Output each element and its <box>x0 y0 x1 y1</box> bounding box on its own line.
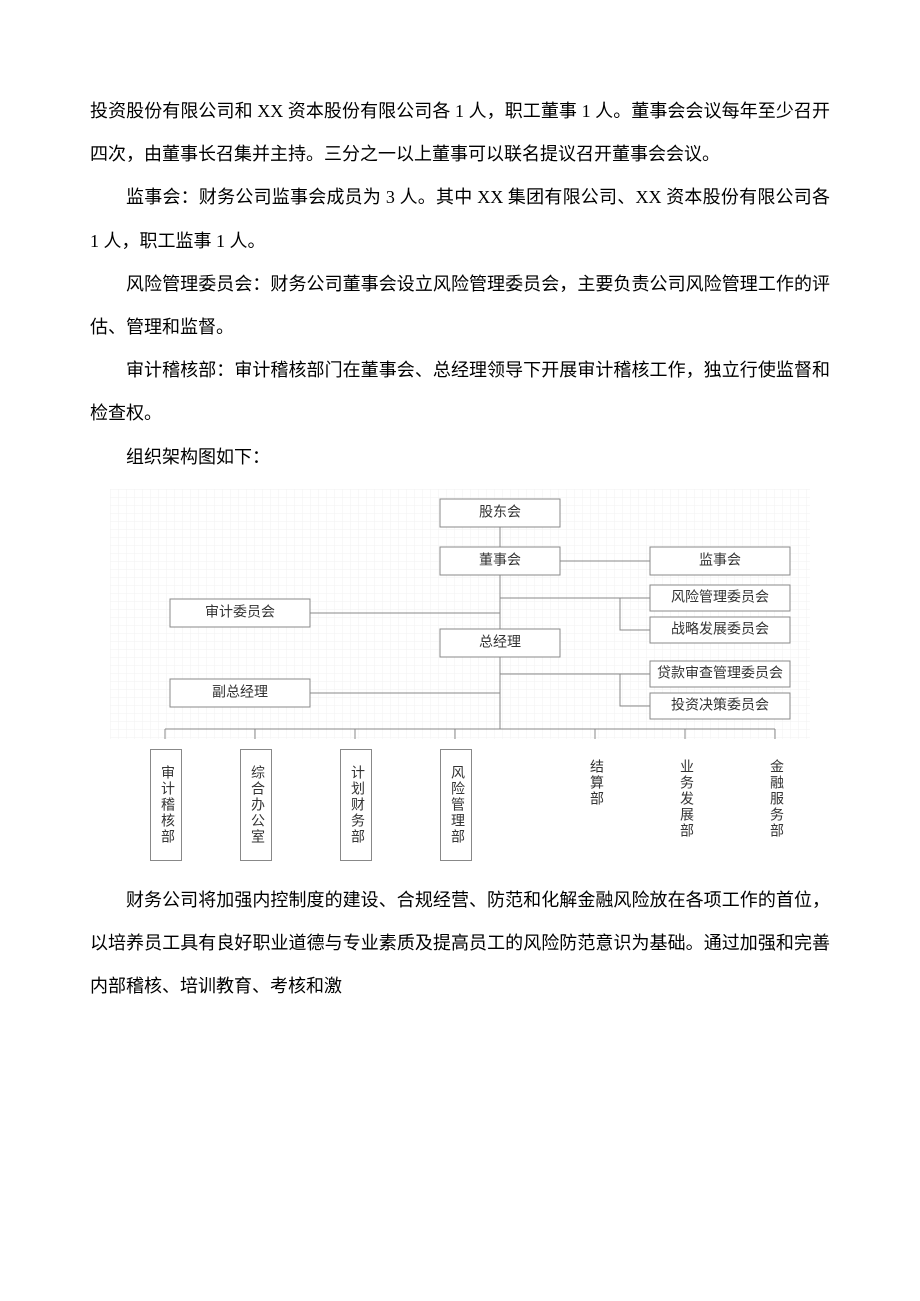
svg-text:风险管理委员会: 风险管理委员会 <box>671 589 769 605</box>
svg-text:监事会: 监事会 <box>699 552 741 568</box>
dept-业务发展部: 业务发展部 <box>670 759 700 839</box>
svg-text:副总经理: 副总经理 <box>212 684 268 700</box>
paragraph-6: 财务公司将加强内控制度的建设、合规经营、防范和化解金融风险放在各项工作的首位，以… <box>90 879 830 1009</box>
org-node-tzjc: 投资决策委员会 <box>650 693 790 719</box>
dept-label: 风险管理部 <box>446 765 466 845</box>
svg-text:战略发展委员会: 战略发展委员会 <box>671 621 769 637</box>
paragraph-1: 投资股份有限公司和 XX 资本股份有限公司各 1 人，职工董事 1 人。董事会会… <box>90 90 830 176</box>
department-row: 审计稽核部 综合办公室 计划财务部 风险管理部 结算部 业务发展部 金融服务部 <box>110 749 810 869</box>
org-node-dksc: 贷款审查管理委员会 <box>650 661 790 687</box>
dept-结算部: 结算部 <box>580 759 610 807</box>
svg-text:投资决策委员会: 投资决策委员会 <box>671 696 769 713</box>
paragraph-5: 组织架构图如下： <box>90 436 830 479</box>
org-chart-svg: 股东会董事会 监事会审计委员会 风险管理委员会战略发展委员会总经理贷款审查管理委员会… <box>110 489 810 739</box>
paragraph-3: 风险管理委员会：财务公司董事会设立风险管理委员会，主要负责公司风险管理工作的评估… <box>90 263 830 349</box>
dept-计划财务部: 计划财务部 <box>340 749 372 861</box>
org-node-gdh: 股东会 <box>440 499 560 527</box>
org-node-zlfz: 战略发展委员会 <box>650 617 790 643</box>
org-node-fzjl: 副总经理 <box>170 679 310 707</box>
dept-label: 业务发展部 <box>675 759 695 839</box>
svg-text:股东会: 股东会 <box>479 504 521 520</box>
org-node-sjwyh: 审计委员会 <box>170 599 310 627</box>
dept-综合办公室: 综合办公室 <box>240 749 272 861</box>
dept-审计稽核部: 审计稽核部 <box>150 749 182 861</box>
dept-label: 金融服务部 <box>765 759 785 839</box>
dept-label: 综合办公室 <box>246 765 266 845</box>
document-page: 投资股份有限公司和 XX 资本股份有限公司各 1 人，职工董事 1 人。董事会会… <box>0 0 920 1068</box>
org-node-dsh: 董事会 <box>440 547 560 575</box>
dept-风险管理部: 风险管理部 <box>440 749 472 861</box>
org-node-fxgl: 风险管理委员会 <box>650 585 790 611</box>
dept-label: 审计稽核部 <box>156 765 176 845</box>
org-node-zjl: 总经理 <box>440 629 560 657</box>
org-node-jsh: 监事会 <box>650 547 790 575</box>
svg-text:贷款审查管理委员会: 贷款审查管理委员会 <box>657 665 783 681</box>
paragraph-2: 监事会：财务公司监事会成员为 3 人。其中 XX 集团有限公司、XX 资本股份有… <box>90 176 830 262</box>
svg-text:总经理: 总经理 <box>479 634 521 650</box>
org-chart: 股东会董事会 监事会审计委员会 风险管理委员会战略发展委员会总经理贷款审查管理委员会… <box>110 489 810 869</box>
paragraph-4: 审计稽核部：审计稽核部门在董事会、总经理领导下开展审计稽核工作，独立行使监督和检… <box>90 349 830 435</box>
dept-label: 计划财务部 <box>346 765 366 845</box>
svg-text:董事会: 董事会 <box>479 552 521 568</box>
dept-金融服务部: 金融服务部 <box>760 759 790 839</box>
svg-text:审计委员会: 审计委员会 <box>205 604 275 620</box>
dept-label: 结算部 <box>585 759 605 807</box>
